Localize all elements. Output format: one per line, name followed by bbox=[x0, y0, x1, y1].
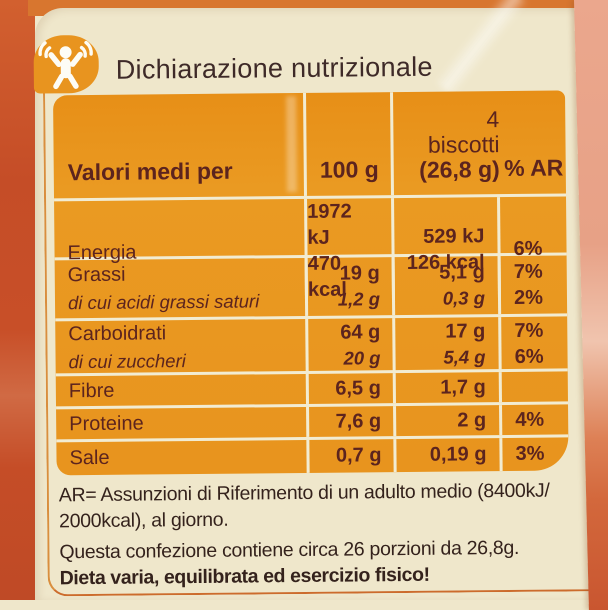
ar-definition-line1: AR= Assunzioni di Riferimento di un adul… bbox=[59, 478, 597, 509]
saturated-ar: 2% bbox=[514, 285, 543, 311]
table-row-sale: Sale 0,7 g 0,19 g 3% bbox=[56, 434, 568, 475]
value-per-serving: 2 g bbox=[396, 405, 502, 436]
value-per-serving: 5,1 g 0,3 g bbox=[395, 256, 502, 315]
diet-advice: Dieta varia, equilibrata ed esercizio fi… bbox=[60, 561, 598, 592]
carbs-serving: 17 g bbox=[445, 318, 485, 344]
sugars-label: di cui zuccheri bbox=[68, 347, 185, 375]
value-per-serving: 1,7 g bbox=[396, 372, 502, 403]
fat-serving: 5,1 g bbox=[439, 259, 485, 285]
serving-weight: (26,8 g) bbox=[419, 157, 500, 183]
header-per-serving: 4 biscotti (26,8 g) bbox=[393, 91, 500, 195]
serving-unit: biscotti bbox=[428, 132, 500, 158]
value-per-100g: 7,6 g bbox=[309, 406, 396, 437]
table-header-row: Valori medi per 100 g 4 biscotti (26,8 g… bbox=[53, 90, 566, 198]
value-per-100g: 6,5 g bbox=[309, 373, 396, 404]
row-label: Proteine bbox=[56, 407, 309, 439]
table-row-carboidrati: Carboidrati di cui zuccheri 64 g 20 g 17… bbox=[55, 313, 568, 373]
value-per-100g: 0,7 g bbox=[309, 439, 396, 473]
footnotes: AR= Assunzioni di Riferimento di un adul… bbox=[59, 478, 598, 591]
sugars-serving: 5,4 g bbox=[443, 344, 485, 370]
value-per-serving: 17 g 5,4 g bbox=[395, 317, 502, 372]
value-percent-ar: 7% 6% bbox=[501, 316, 568, 371]
row-label: Sale bbox=[56, 440, 309, 475]
saturated-100g: 1,2 g bbox=[338, 286, 380, 312]
portions-note: Questa confezione contiene circa 26 porz… bbox=[59, 535, 597, 566]
value-per-100g: 64 g 20 g bbox=[308, 318, 396, 373]
row-label: Grassi di cui acidi grassi saturi bbox=[55, 258, 309, 318]
label-scuff-mark bbox=[286, 96, 297, 192]
table-row-grassi: Grassi di cui acidi grassi saturi 19 g 1… bbox=[55, 252, 568, 318]
serving-count: 4 bbox=[486, 107, 499, 132]
header-per-100g: 100 g bbox=[306, 92, 394, 196]
sugars-100g: 20 g bbox=[343, 345, 380, 371]
nutrition-table: Valori medi per 100 g 4 biscotti (26,8 g… bbox=[53, 90, 569, 475]
fat-label: Grassi bbox=[68, 262, 126, 290]
carbs-ar: 7% bbox=[514, 318, 543, 344]
energy-kj-100g: 1972 kJ bbox=[307, 198, 379, 251]
saturated-serving: 0,3 g bbox=[443, 285, 485, 311]
energy-kj-serving: 529 kJ bbox=[423, 223, 484, 250]
row-label: Fibre bbox=[56, 374, 309, 406]
value-per-100g: 19 g 1,2 g bbox=[308, 257, 396, 316]
fat-ar: 7% bbox=[514, 259, 543, 285]
table-row-energia: Energia 1972 kJ 470 kcal 529 kJ 126 kcal… bbox=[54, 193, 567, 257]
table-row-proteine: Proteine 7,6 g 2 g 4% bbox=[56, 401, 568, 439]
jumping-person-icon bbox=[33, 35, 99, 94]
fat-100g: 19 g bbox=[340, 260, 380, 286]
row-label: Carboidrati di cui zuccheri bbox=[55, 319, 309, 375]
carbs-100g: 64 g bbox=[340, 319, 380, 345]
value-percent-ar bbox=[502, 371, 568, 402]
saturated-fat-label: di cui acidi grassi saturi bbox=[68, 287, 260, 316]
sugars-ar: 6% bbox=[515, 344, 544, 370]
page-title: Dichiarazione nutrizionale bbox=[116, 52, 433, 86]
carbs-label: Carboidrati bbox=[68, 320, 166, 348]
value-percent-ar: 7% 2% bbox=[501, 255, 568, 314]
value-percent-ar: 4% bbox=[502, 404, 568, 435]
ar-definition-line2: 2000kcal), al giorno. bbox=[59, 504, 597, 535]
value-per-serving: 0,19 g bbox=[396, 438, 502, 472]
header-percent-ar: % AR bbox=[499, 90, 566, 194]
header-values-per: Valori medi per bbox=[53, 93, 307, 198]
